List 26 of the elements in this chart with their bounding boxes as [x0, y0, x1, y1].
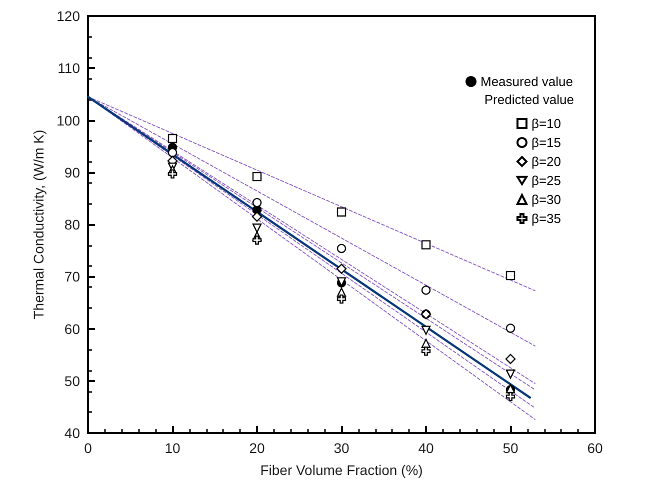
legend-label: β=25	[531, 173, 561, 188]
x-tick-label: 20	[249, 440, 265, 456]
y-tick-label: 60	[64, 320, 80, 337]
y-tick-label: 90	[64, 164, 80, 180]
legend-label: β=30	[531, 192, 561, 207]
x-tick-label: 40	[418, 440, 434, 456]
annotation: Predicted value	[484, 92, 574, 107]
legend-label: Measured value	[480, 74, 573, 89]
legend-label: β=20	[531, 154, 561, 169]
x-tick-label: 10	[164, 440, 180, 456]
y-tick-label: 80	[64, 216, 80, 232]
legend-label: β=15	[531, 135, 561, 150]
y-tick-label: 50	[64, 372, 80, 389]
y-axis-title: Thermal Conductivity, (W/m K)	[30, 130, 47, 320]
y-tick-label: 70	[64, 268, 80, 285]
y-tick-label: 110	[58, 60, 80, 76]
x-axis-title: Fiber Volume Fraction (%)	[260, 462, 423, 478]
legend-label: β=35	[531, 211, 561, 226]
legend-label: β=10	[531, 116, 561, 131]
y-tick-label: 100	[56, 112, 80, 128]
y-tick-label: 120	[56, 8, 80, 24]
x-tick-label: 30	[334, 440, 350, 456]
x-tick-label: 60	[587, 440, 603, 456]
x-tick-label: 50	[502, 440, 518, 456]
x-tick-label: 0	[84, 440, 92, 456]
y-tick-label: 40	[64, 425, 80, 441]
